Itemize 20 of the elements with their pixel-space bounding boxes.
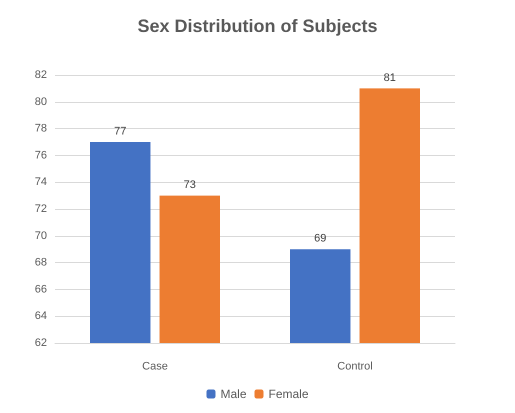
y-tick-label: 72 <box>34 203 47 215</box>
x-tick-label: Case <box>142 360 168 372</box>
y-tick-label: 70 <box>34 230 47 242</box>
y-tick-label: 66 <box>34 283 47 296</box>
y-tick-label: 82 <box>34 69 47 81</box>
y-tick-label: 62 <box>34 337 47 349</box>
y-tick-label: 76 <box>34 149 47 162</box>
x-tick-label: Control <box>337 360 373 372</box>
data-label: 69 <box>314 232 326 245</box>
chart-title: Sex Distribution of Subjects <box>137 16 378 36</box>
data-label: 77 <box>114 126 126 138</box>
y-tick-label: 80 <box>34 96 47 108</box>
data-label: 81 <box>384 72 396 84</box>
data-label: 73 <box>184 179 196 192</box>
legend-label: Female <box>268 387 309 401</box>
legend-label: Male <box>220 387 247 401</box>
y-tick-label: 68 <box>34 256 47 269</box>
y-tick-label: 74 <box>34 176 47 188</box>
y-tick-label: 78 <box>34 122 47 135</box>
y-tick-label: 64 <box>34 310 47 322</box>
